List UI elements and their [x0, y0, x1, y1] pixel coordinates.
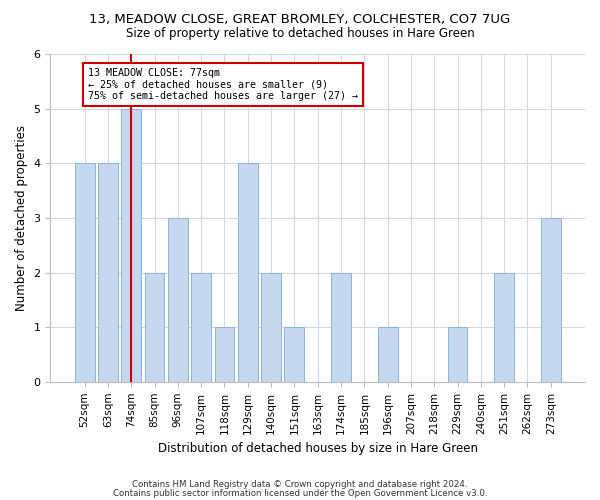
- Text: Size of property relative to detached houses in Hare Green: Size of property relative to detached ho…: [125, 28, 475, 40]
- Bar: [284, 327, 304, 382]
- Text: 13 MEADOW CLOSE: 77sqm
← 25% of detached houses are smaller (9)
75% of semi-deta: 13 MEADOW CLOSE: 77sqm ← 25% of detached…: [88, 68, 358, 101]
- Bar: [191, 272, 211, 382]
- Text: Contains HM Land Registry data © Crown copyright and database right 2024.: Contains HM Land Registry data © Crown c…: [132, 480, 468, 489]
- Y-axis label: Number of detached properties: Number of detached properties: [15, 125, 28, 311]
- Text: 13, MEADOW CLOSE, GREAT BROMLEY, COLCHESTER, CO7 7UG: 13, MEADOW CLOSE, GREAT BROMLEY, COLCHES…: [89, 12, 511, 26]
- Bar: [378, 327, 398, 382]
- Bar: [238, 164, 257, 382]
- Bar: [215, 327, 235, 382]
- Bar: [541, 218, 561, 382]
- Bar: [494, 272, 514, 382]
- X-axis label: Distribution of detached houses by size in Hare Green: Distribution of detached houses by size …: [158, 442, 478, 455]
- Bar: [98, 164, 118, 382]
- Text: Contains public sector information licensed under the Open Government Licence v3: Contains public sector information licen…: [113, 490, 487, 498]
- Bar: [121, 108, 141, 382]
- Bar: [448, 327, 467, 382]
- Bar: [75, 164, 95, 382]
- Bar: [168, 218, 188, 382]
- Bar: [145, 272, 164, 382]
- Bar: [331, 272, 351, 382]
- Bar: [261, 272, 281, 382]
